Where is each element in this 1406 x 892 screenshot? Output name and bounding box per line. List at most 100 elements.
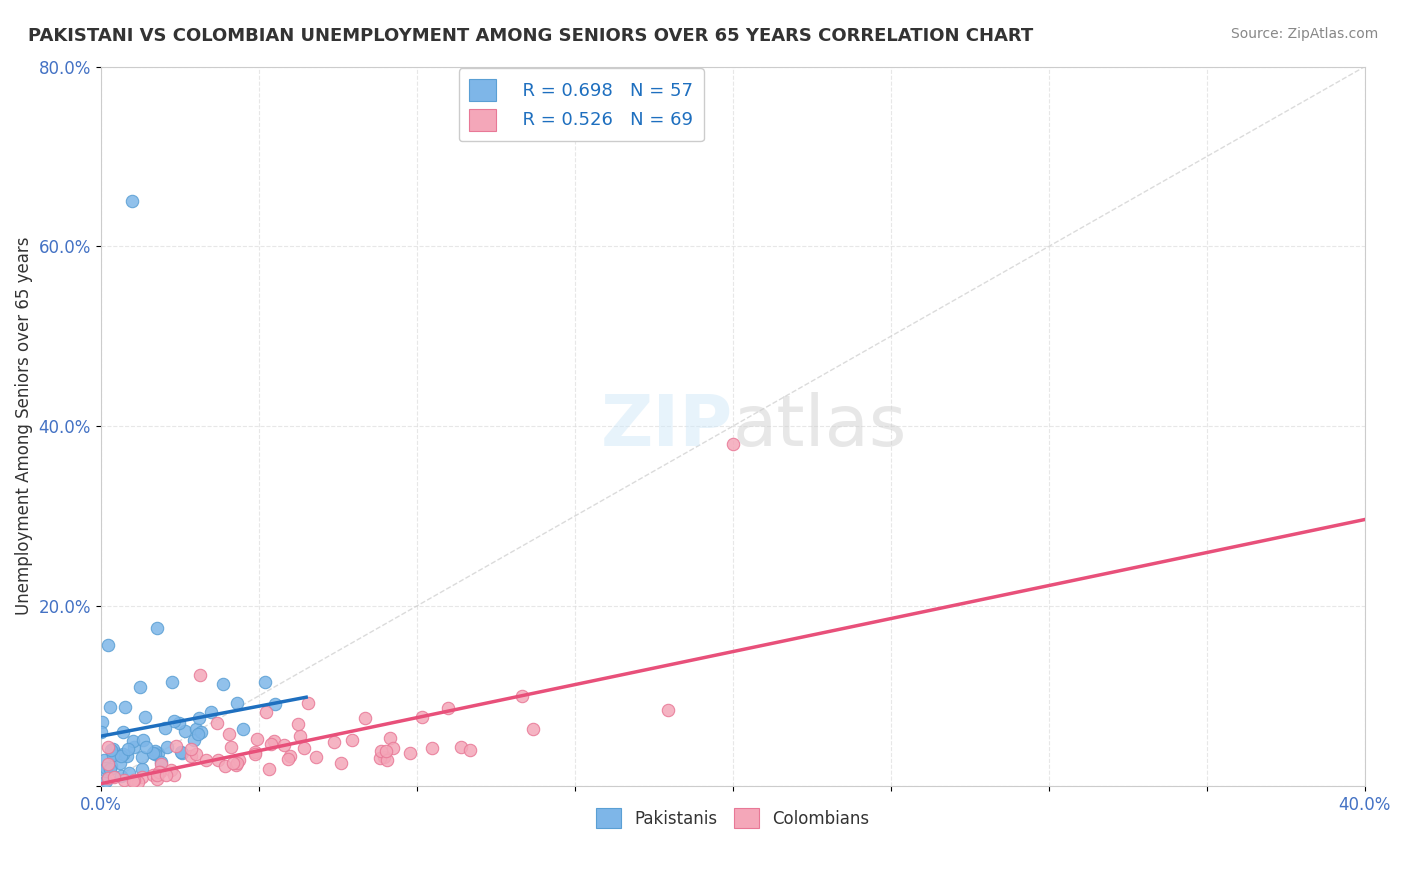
Colombians bbox=[246, 731, 269, 746]
Colombians bbox=[180, 742, 202, 756]
Pakistanis bbox=[110, 748, 132, 763]
Colombians bbox=[184, 747, 207, 762]
Pakistanis bbox=[212, 677, 235, 691]
Pakistanis bbox=[253, 675, 276, 690]
Pakistanis bbox=[98, 699, 121, 714]
Colombians bbox=[155, 767, 177, 781]
Text: Source: ZipAtlas.com: Source: ZipAtlas.com bbox=[1230, 27, 1378, 41]
Y-axis label: Unemployment Among Seniors over 65 years: Unemployment Among Seniors over 65 years bbox=[15, 237, 32, 615]
Pakistanis bbox=[103, 747, 125, 762]
Pakistanis bbox=[91, 715, 114, 730]
Colombians bbox=[290, 730, 312, 744]
Pakistanis bbox=[122, 733, 145, 747]
Colombians bbox=[721, 437, 744, 451]
Colombians bbox=[112, 773, 135, 788]
Colombians bbox=[207, 716, 229, 731]
Pakistanis bbox=[190, 725, 212, 739]
Colombians bbox=[292, 741, 315, 756]
Pakistanis bbox=[143, 744, 166, 758]
Pakistanis bbox=[100, 743, 122, 757]
Pakistanis bbox=[200, 705, 222, 719]
Colombians bbox=[131, 770, 153, 784]
Pakistanis bbox=[184, 722, 207, 736]
Colombians bbox=[194, 753, 217, 767]
Pakistanis bbox=[153, 721, 176, 735]
Colombians bbox=[373, 750, 395, 764]
Colombians bbox=[657, 702, 679, 716]
Colombians bbox=[245, 745, 267, 759]
Pakistanis bbox=[90, 725, 112, 739]
Colombians bbox=[382, 741, 405, 756]
Pakistanis bbox=[132, 733, 155, 747]
Colombians bbox=[122, 773, 145, 788]
Colombians bbox=[368, 751, 391, 765]
Pakistanis bbox=[131, 762, 153, 776]
Colombians bbox=[522, 722, 544, 736]
Colombians bbox=[375, 753, 398, 767]
Colombians bbox=[257, 762, 280, 776]
Colombians bbox=[226, 756, 249, 770]
Pakistanis bbox=[98, 763, 121, 777]
Pakistanis bbox=[173, 724, 195, 739]
Colombians bbox=[370, 743, 392, 757]
Pakistanis bbox=[122, 740, 145, 755]
Pakistanis bbox=[129, 680, 152, 694]
Colombians bbox=[225, 758, 247, 772]
Colombians bbox=[207, 753, 229, 767]
Pakistanis bbox=[131, 750, 153, 764]
Colombians bbox=[180, 748, 202, 763]
Pakistanis bbox=[100, 759, 122, 773]
Colombians bbox=[510, 689, 533, 703]
Pakistanis bbox=[121, 194, 143, 209]
Pakistanis bbox=[162, 714, 184, 729]
Pakistanis bbox=[110, 768, 132, 782]
Pakistanis bbox=[145, 621, 167, 635]
Pakistanis bbox=[104, 746, 127, 760]
Colombians bbox=[436, 701, 458, 715]
Pakistanis bbox=[183, 732, 205, 747]
Pakistanis bbox=[135, 740, 157, 755]
Pakistanis bbox=[225, 696, 247, 710]
Colombians bbox=[380, 731, 402, 746]
Colombians bbox=[97, 740, 120, 755]
Text: ZIP: ZIP bbox=[600, 392, 733, 460]
Colombians bbox=[254, 705, 277, 719]
Colombians bbox=[162, 768, 184, 782]
Colombians bbox=[122, 774, 145, 789]
Pakistanis bbox=[187, 711, 209, 725]
Colombians bbox=[340, 732, 363, 747]
Pakistanis bbox=[155, 740, 177, 755]
Colombians bbox=[221, 740, 243, 755]
Pakistanis bbox=[118, 766, 141, 780]
Pakistanis bbox=[160, 675, 183, 690]
Colombians bbox=[353, 711, 375, 725]
Colombians bbox=[97, 771, 120, 785]
Pakistanis bbox=[172, 746, 194, 760]
Pakistanis bbox=[96, 764, 118, 779]
Colombians bbox=[398, 746, 420, 760]
Colombians bbox=[330, 756, 353, 771]
Colombians bbox=[245, 747, 267, 761]
Colombians bbox=[450, 740, 472, 755]
Colombians bbox=[146, 768, 169, 782]
Colombians bbox=[160, 763, 183, 777]
Colombians bbox=[277, 752, 299, 766]
Colombians bbox=[221, 756, 243, 771]
Colombians bbox=[287, 716, 309, 731]
Colombians bbox=[150, 756, 173, 771]
Colombians bbox=[411, 710, 433, 724]
Text: PAKISTANI VS COLOMBIAN UNEMPLOYMENT AMONG SENIORS OVER 65 YEARS CORRELATION CHAR: PAKISTANI VS COLOMBIAN UNEMPLOYMENT AMON… bbox=[28, 27, 1033, 45]
Pakistanis bbox=[187, 727, 209, 741]
Pakistanis bbox=[145, 747, 167, 761]
Colombians bbox=[273, 739, 295, 753]
Pakistanis bbox=[111, 747, 134, 761]
Colombians bbox=[142, 768, 165, 782]
Colombians bbox=[228, 753, 250, 767]
Pakistanis bbox=[114, 700, 136, 714]
Pakistanis bbox=[103, 742, 125, 756]
Colombians bbox=[190, 667, 212, 681]
Pakistanis bbox=[149, 755, 172, 769]
Pakistanis bbox=[117, 742, 139, 756]
Colombians bbox=[97, 756, 120, 771]
Pakistanis bbox=[142, 746, 165, 760]
